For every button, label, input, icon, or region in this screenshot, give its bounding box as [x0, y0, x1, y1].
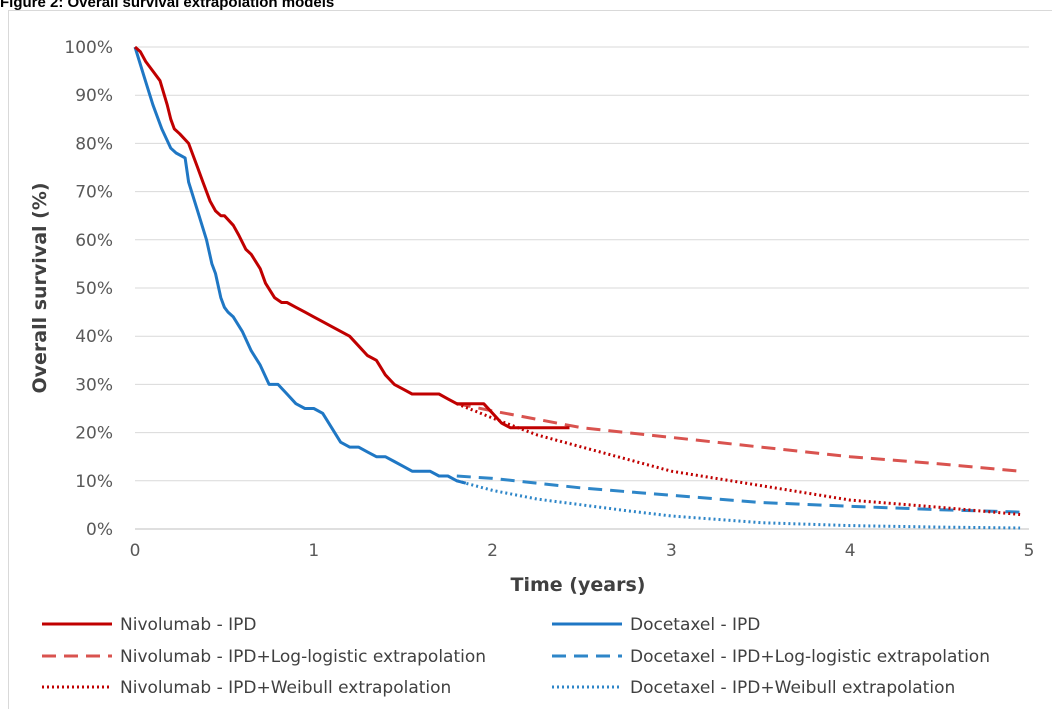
legend: Nivolumab - IPD Docetaxel - IPD Nivolumab … — [42, 615, 990, 698]
y-tick-label: 70% — [75, 183, 113, 203]
y-tick-label: 10% — [75, 472, 113, 492]
x-tick-label: 3 — [666, 541, 677, 561]
x-tick-label: 2 — [487, 541, 498, 561]
x-tick-labels: 0 1 2 3 4 5 — [130, 541, 1035, 561]
y-tick-label: 50% — [75, 279, 113, 299]
y-tick-label: 100% — [64, 38, 113, 58]
series-line-3 — [456, 402, 1021, 473]
x-tick-label: 0 — [130, 541, 141, 561]
legend-label: Nivolumab - IPD — [120, 615, 256, 635]
y-tick-label: 60% — [75, 231, 113, 251]
figure-caption: Figure 2: Overall survival extrapolation… — [0, 0, 335, 11]
legend-label: Docetaxel - IPD+Weibull extrapolation — [630, 678, 955, 698]
series-line-2 — [133, 46, 467, 485]
y-tick-label: 30% — [75, 375, 113, 395]
y-tick-labels: 0% 10% 20% 30% 40% 50% 60% 70% 80% 90% 100% — [64, 38, 113, 540]
y-tick-label: 0% — [86, 520, 113, 540]
legend-label: Nivolumab - IPD+Log-logistic extrapolati… — [120, 647, 486, 667]
y-axis-title: Overall survival (%) — [29, 182, 51, 393]
x-axis-title: Time (years) — [511, 574, 646, 596]
series-line-4 — [456, 474, 1021, 514]
legend-label: Docetaxel - IPD+Log-logistic extrapolati… — [630, 647, 990, 667]
x-tick-label: 5 — [1024, 541, 1035, 561]
y-tick-label: 20% — [75, 424, 113, 444]
x-tick-label: 1 — [308, 541, 319, 561]
y-tick-label: 90% — [75, 86, 113, 106]
x-tick-label: 4 — [845, 541, 856, 561]
series-layer — [133, 45, 1021, 530]
series-line-1 — [134, 45, 570, 430]
y-tick-label: 40% — [75, 327, 113, 347]
legend-label: Docetaxel - IPD — [630, 615, 760, 635]
y-tick-label: 80% — [75, 134, 113, 154]
legend-label: Nivolumab - IPD+Weibull extrapolation — [120, 678, 451, 698]
series-line-6 — [456, 479, 1021, 530]
gridlines — [135, 46, 1029, 482]
chart-frame — [8, 10, 1052, 709]
series-line-5 — [456, 402, 1021, 516]
